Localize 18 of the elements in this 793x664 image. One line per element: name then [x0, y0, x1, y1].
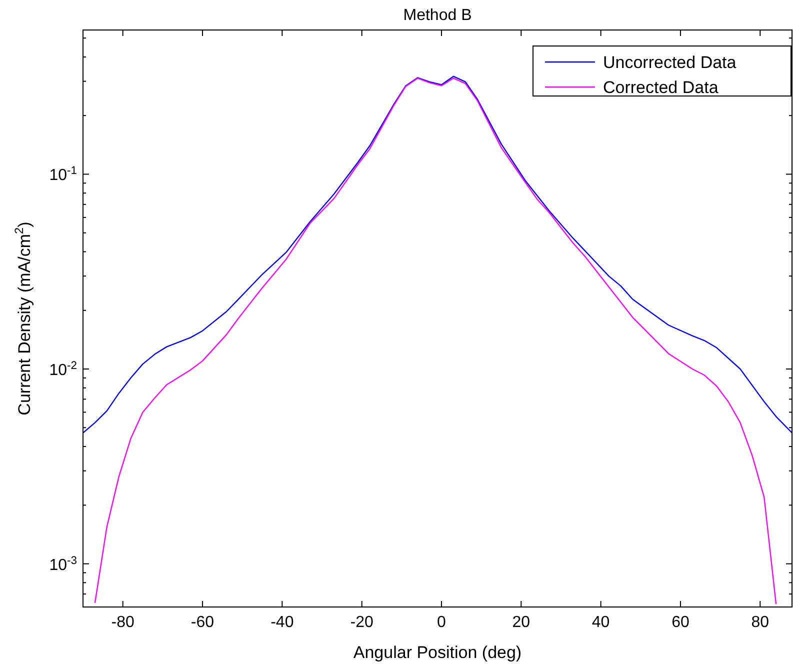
legend-label: Corrected Data — [603, 78, 719, 97]
chart-title: Method B — [403, 7, 472, 24]
x-tick-label: -40 — [270, 614, 294, 631]
x-tick-label: -80 — [111, 614, 134, 631]
x-axis-title: Angular Position (deg) — [353, 643, 522, 662]
x-tick-label: 40 — [592, 614, 610, 631]
x-tick-label: 80 — [751, 614, 770, 631]
x-tick-label: 20 — [512, 614, 530, 631]
x-tick-label: 0 — [437, 614, 446, 631]
y-tick-label: 10$^{-1}$ — [49, 165, 77, 184]
line-series — [83, 76, 792, 434]
x-tick-label: -60 — [190, 614, 214, 631]
legend-label: Uncorrected Data — [603, 53, 737, 72]
line-series — [94, 78, 777, 605]
x-tick-label: -20 — [350, 614, 374, 631]
y-tick-label: 10$^{-3}$ — [49, 554, 77, 574]
y-tick-label: 10$^{-2}$ — [49, 360, 77, 379]
x-tick-label: 60 — [672, 614, 690, 631]
